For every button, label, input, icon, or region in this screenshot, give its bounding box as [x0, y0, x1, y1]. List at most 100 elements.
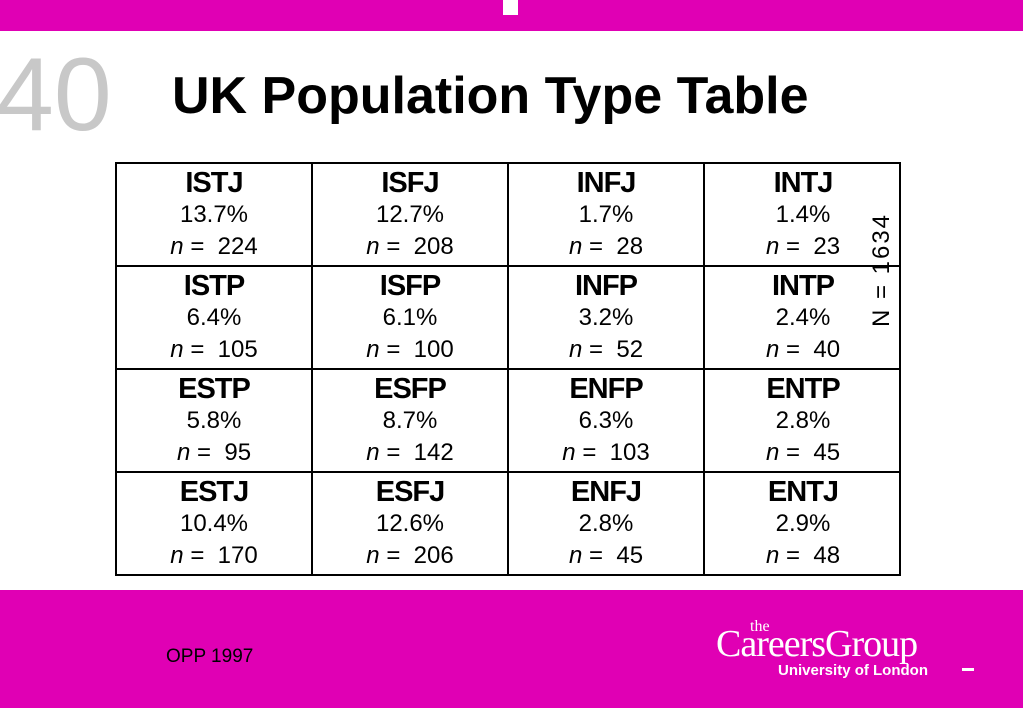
type-cell: INTJ 1.4% n = 23 [705, 164, 901, 267]
equals: = [588, 233, 603, 260]
count-value: 105 [217, 336, 258, 363]
type-percent: 13.7% [179, 201, 249, 228]
type-code: INFJ [576, 167, 637, 199]
equals: = [386, 336, 401, 363]
count-value: 224 [217, 233, 258, 260]
slide-number: 40 [0, 37, 112, 153]
top-notch [503, 0, 518, 15]
type-count: n = 105 [117, 335, 311, 365]
type-percent: 12.7% [375, 201, 445, 228]
type-code: ISFP [379, 270, 441, 302]
equals: = [190, 336, 205, 363]
n-symbol: n [366, 542, 380, 569]
type-count: n = 206 [313, 541, 507, 571]
type-cell: ESFJ 12.6% n = 206 [313, 473, 509, 576]
type-cell: ENFJ 2.8% n = 45 [509, 473, 705, 576]
type-code: ENTP [766, 373, 840, 405]
type-count: n = 45 [705, 438, 901, 468]
equals: = [785, 439, 800, 466]
n-symbol: n [568, 542, 583, 569]
type-cell: ESTJ 10.4% n = 170 [117, 473, 313, 576]
count-value: 45 [616, 542, 644, 569]
type-percent: 2.8% [578, 510, 634, 537]
count-value: 103 [609, 439, 650, 466]
n-symbol: n [366, 439, 380, 466]
type-cell: INTP 2.4% n = 40 [705, 267, 901, 370]
total-label: N = 1634 [868, 212, 895, 328]
type-count: n = 103 [509, 438, 703, 468]
type-cell: ISTP 6.4% n = 105 [117, 267, 313, 370]
type-code: ISTP [183, 270, 245, 302]
equals: = [196, 439, 211, 466]
type-percent: 6.4% [186, 304, 242, 331]
type-code: ESFJ [375, 476, 446, 508]
type-count: n = 40 [705, 335, 901, 365]
type-percent: 2.9% [775, 510, 831, 537]
source: OPP 1997 [166, 646, 254, 667]
type-code: ENFJ [570, 476, 642, 508]
type-code: INFP [574, 270, 638, 302]
type-code: ENTJ [767, 476, 839, 508]
type-percent: 2.8% [775, 407, 831, 434]
type-count: n = 45 [509, 541, 703, 571]
count-value: 28 [616, 233, 644, 260]
type-code: ENFP [569, 373, 643, 405]
type-count: n = 95 [117, 438, 311, 468]
type-percent: 3.2% [578, 304, 634, 331]
logo-tagline: University of London [778, 662, 928, 679]
count-value: 45 [813, 439, 841, 466]
count-value: 206 [413, 542, 454, 569]
type-code: INTP [771, 270, 835, 302]
n-symbol: n [765, 336, 780, 363]
type-cell: ENFP 6.3% n = 103 [509, 370, 705, 473]
type-code: ESFP [374, 373, 447, 405]
count-value: 170 [217, 542, 258, 569]
type-percent: 1.7% [578, 201, 634, 228]
type-count: n = 208 [313, 232, 507, 262]
type-percent: 10.4% [179, 510, 249, 537]
equals: = [386, 233, 401, 260]
type-cell: ISFP 6.1% n = 100 [313, 267, 509, 370]
equals: = [190, 233, 205, 260]
type-cell: ESTP 5.8% n = 95 [117, 370, 313, 473]
type-table: ISTJ 13.7% n = 224 ISFJ 12.7% n = 208 INFJ 1.7%… [115, 162, 901, 576]
n-symbol: n [765, 233, 780, 260]
n-symbol: n [568, 233, 583, 260]
count-value: 52 [616, 336, 644, 363]
type-count: n = 23 [705, 232, 901, 262]
title: UK Population Type Table [172, 67, 809, 125]
type-count: n = 52 [509, 335, 703, 365]
equals: = [386, 542, 401, 569]
equals: = [785, 542, 800, 569]
count-value: 40 [813, 336, 841, 363]
logo-dash [962, 668, 974, 671]
equals: = [588, 542, 603, 569]
logo-small: the [750, 618, 770, 635]
type-percent: 6.3% [578, 407, 634, 434]
type-percent: 12.6% [375, 510, 445, 537]
type-code: ESTP [178, 373, 251, 405]
equals: = [190, 542, 205, 569]
equals: = [785, 336, 800, 363]
type-percent: 8.7% [382, 407, 438, 434]
type-percent: 1.4% [775, 201, 831, 228]
type-percent: 5.8% [186, 407, 242, 434]
count-value: 95 [224, 439, 252, 466]
type-code: ISFJ [381, 167, 439, 199]
type-count: n = 224 [117, 232, 311, 262]
type-count: n = 100 [313, 335, 507, 365]
type-cell: INFJ 1.7% n = 28 [509, 164, 705, 267]
n-symbol: n [170, 233, 184, 260]
type-cell: ISFJ 12.7% n = 208 [313, 164, 509, 267]
count-value: 100 [413, 336, 454, 363]
n-symbol: n [568, 336, 583, 363]
type-code: ESTJ [179, 476, 250, 508]
n-symbol: n [170, 542, 184, 569]
n-symbol: n [170, 336, 184, 363]
equals: = [582, 439, 597, 466]
equals: = [588, 336, 603, 363]
n-symbol: n [765, 439, 780, 466]
type-code: INTJ [773, 167, 834, 199]
n-symbol: n [366, 336, 380, 363]
